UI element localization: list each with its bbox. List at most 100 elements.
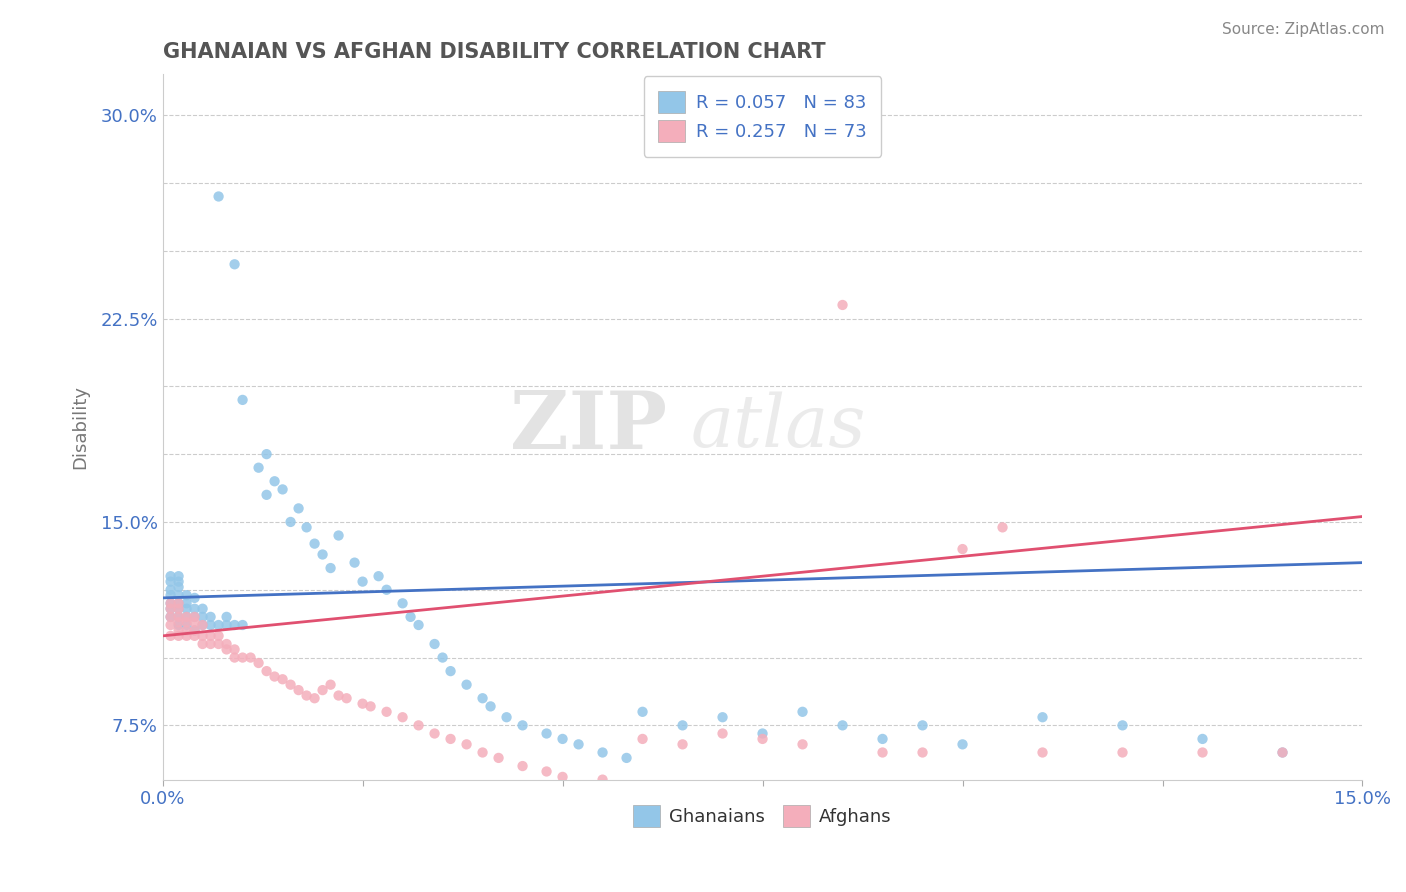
Point	[1191, 746, 1213, 760]
Point	[183, 601, 205, 615]
Point	[159, 569, 181, 583]
Point	[399, 610, 422, 624]
Point	[287, 501, 309, 516]
Point	[191, 610, 214, 624]
Point	[432, 650, 454, 665]
Point	[295, 520, 318, 534]
Point	[159, 610, 181, 624]
Point	[952, 737, 974, 751]
Point	[360, 699, 382, 714]
Point	[367, 569, 389, 583]
Point	[183, 624, 205, 638]
Point	[176, 588, 198, 602]
Point	[183, 591, 205, 605]
Point	[671, 737, 693, 751]
Point	[167, 580, 190, 594]
Point	[328, 528, 350, 542]
Point	[159, 610, 181, 624]
Point	[536, 764, 558, 779]
Text: ZIP: ZIP	[509, 388, 666, 466]
Point	[479, 699, 502, 714]
Text: Source: ZipAtlas.com: Source: ZipAtlas.com	[1222, 22, 1385, 37]
Point	[319, 561, 342, 575]
Point	[239, 650, 262, 665]
Point	[167, 601, 190, 615]
Point	[375, 582, 398, 597]
Point	[952, 542, 974, 557]
Point	[671, 718, 693, 732]
Point	[1271, 746, 1294, 760]
Point	[191, 618, 214, 632]
Point	[207, 629, 229, 643]
Point	[200, 629, 222, 643]
Text: atlas: atlas	[690, 392, 866, 462]
Point	[176, 610, 198, 624]
Point	[215, 610, 238, 624]
Point	[207, 189, 229, 203]
Point	[439, 731, 461, 746]
Point	[232, 650, 254, 665]
Point	[512, 759, 534, 773]
Point	[176, 615, 198, 630]
Point	[711, 710, 734, 724]
Point	[391, 596, 413, 610]
Point	[159, 596, 181, 610]
Point	[311, 548, 333, 562]
Point	[167, 610, 190, 624]
Point	[1031, 710, 1053, 724]
Point	[167, 596, 190, 610]
Point	[423, 726, 446, 740]
Point	[391, 710, 413, 724]
Point	[408, 718, 430, 732]
Point	[911, 718, 934, 732]
Point	[215, 642, 238, 657]
Point	[191, 601, 214, 615]
Point	[183, 610, 205, 624]
Point	[471, 746, 494, 760]
Point	[200, 618, 222, 632]
Point	[328, 689, 350, 703]
Point	[872, 731, 894, 746]
Point	[352, 574, 374, 589]
Point	[176, 629, 198, 643]
Point	[375, 705, 398, 719]
Point	[304, 536, 326, 550]
Point	[247, 460, 270, 475]
Point	[191, 629, 214, 643]
Point	[191, 637, 214, 651]
Point	[495, 710, 517, 724]
Point	[352, 697, 374, 711]
Point	[792, 705, 814, 719]
Point	[488, 751, 510, 765]
Point	[295, 689, 318, 703]
Point	[551, 770, 574, 784]
Point	[911, 746, 934, 760]
Point	[183, 629, 205, 643]
Point	[224, 618, 246, 632]
Legend: Ghanaians, Afghans: Ghanaians, Afghans	[626, 797, 900, 834]
Point	[176, 624, 198, 638]
Point	[408, 618, 430, 632]
Point	[159, 601, 181, 615]
Point	[159, 618, 181, 632]
Point	[991, 520, 1014, 534]
Point	[183, 624, 205, 638]
Point	[311, 683, 333, 698]
Point	[207, 637, 229, 651]
Point	[247, 656, 270, 670]
Point	[200, 610, 222, 624]
Point	[287, 683, 309, 698]
Point	[167, 624, 190, 638]
Point	[176, 610, 198, 624]
Point	[183, 615, 205, 630]
Point	[167, 629, 190, 643]
Point	[512, 718, 534, 732]
Point	[631, 731, 654, 746]
Point	[616, 751, 638, 765]
Point	[167, 569, 190, 583]
Point	[159, 582, 181, 597]
Point	[183, 610, 205, 624]
Point	[191, 618, 214, 632]
Point	[1111, 746, 1133, 760]
Point	[167, 601, 190, 615]
